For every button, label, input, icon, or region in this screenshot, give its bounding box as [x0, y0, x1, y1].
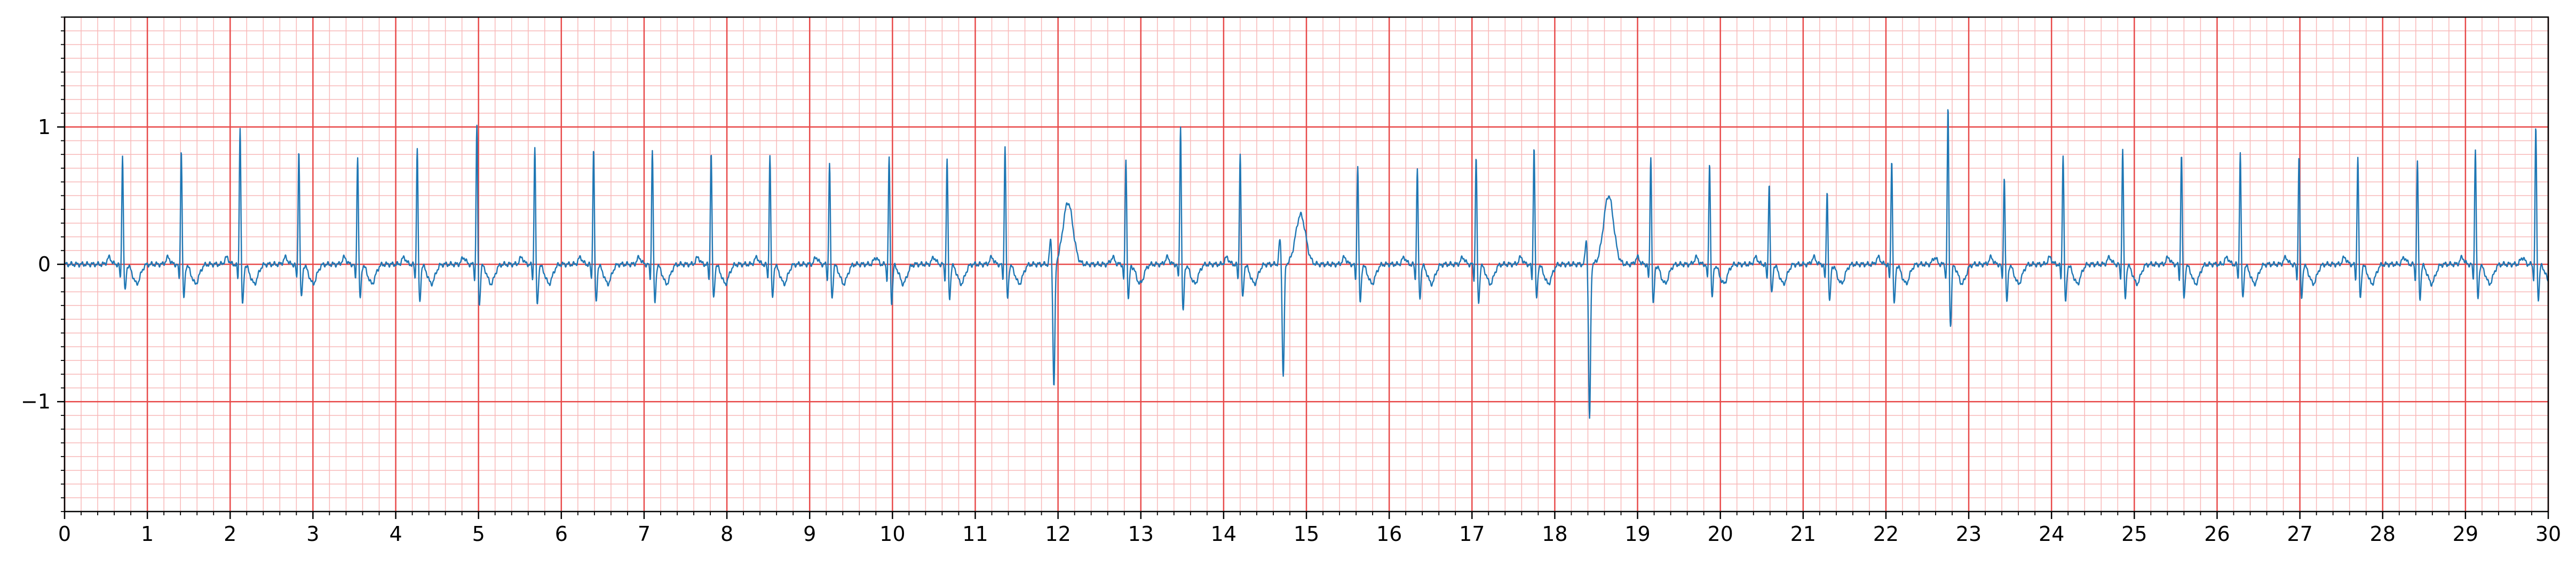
x-tick-label: 28	[2370, 522, 2396, 546]
x-tick-label: 17	[1459, 522, 1485, 546]
x-tick-label: 14	[1211, 522, 1237, 546]
major-grid	[64, 17, 2549, 512]
x-tick-label: 26	[2204, 522, 2230, 546]
x-tick-label: 18	[1542, 522, 1567, 546]
x-tick-label: 0	[58, 522, 71, 546]
x-tick-label: 6	[555, 522, 568, 546]
x-tick-label: 2	[224, 522, 236, 546]
x-tick-label: 24	[2039, 522, 2064, 546]
x-tick-label: 25	[2121, 522, 2147, 546]
series-layer	[64, 109, 2549, 419]
x-tick-label: 11	[962, 522, 988, 546]
tick-labels: 0 1 2 3 4 5 6 7 8 9 10 11 12 13 14 15 16 17 18 19 20 21 22 23 24…	[21, 115, 2561, 546]
ecg-series-line	[64, 109, 2549, 419]
tick-marks	[57, 17, 2549, 519]
y-tick-label: 1	[38, 115, 51, 139]
x-tick-label: 12	[1045, 522, 1071, 546]
x-tick-label: 3	[306, 522, 319, 546]
x-tick-label: 19	[1624, 522, 1650, 546]
x-tick-label: 23	[1956, 522, 1981, 546]
x-tick-label: 29	[2453, 522, 2478, 546]
x-tick-label: 21	[1790, 522, 1816, 546]
x-tick-label: 7	[638, 522, 651, 546]
x-tick-label: 30	[2535, 522, 2561, 546]
x-tick-label: 13	[1128, 522, 1154, 546]
x-tick-label: 8	[720, 522, 733, 546]
x-tick-label: 5	[472, 522, 485, 546]
y-tick-label: −1	[21, 390, 51, 413]
x-tick-label: 16	[1376, 522, 1402, 546]
x-tick-label: 10	[879, 522, 905, 546]
x-tick-label: 22	[1873, 522, 1899, 546]
x-tick-label: 1	[141, 522, 154, 546]
x-tick-label: 9	[803, 522, 816, 546]
x-tick-label: 4	[389, 522, 402, 546]
x-tick-label: 20	[1707, 522, 1733, 546]
x-tick-label: 27	[2287, 522, 2312, 546]
y-tick-label: 0	[38, 253, 51, 276]
x-tick-label: 15	[1294, 522, 1319, 546]
